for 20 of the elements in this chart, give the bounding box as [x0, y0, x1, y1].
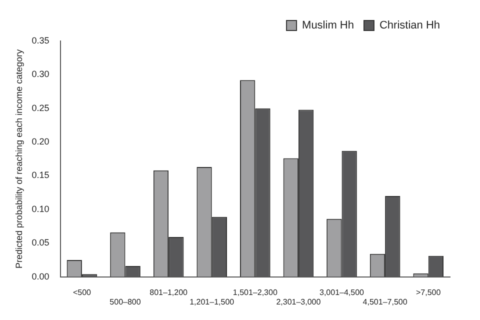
x-tick-label: 1,501–2,300: [232, 288, 278, 297]
y-axis-title: Predicted probability of reaching each income category: [14, 48, 24, 268]
legend-label: Muslim Hh: [302, 20, 354, 32]
legend-label: Christian Hh: [379, 20, 440, 32]
y-tick-label: 0.35: [32, 35, 50, 46]
x-tick-label: >7,500: [416, 288, 442, 297]
x-tick-label: 3,001–4,500: [320, 288, 365, 297]
x-tick-label: 500–800: [110, 297, 142, 306]
y-tick-label: 0.10: [32, 204, 50, 214]
x-tick-label: 4,501–7,500: [362, 297, 408, 306]
y-tick-label: 0.05: [32, 238, 50, 248]
x-tick-label: 801–1,200: [150, 288, 188, 297]
y-tick-label: 0.00: [32, 271, 50, 282]
x-tick-label: 1,201–1,500: [190, 297, 235, 306]
y-tick-label: 0.25: [32, 102, 50, 113]
x-tick-label: <500: [72, 288, 92, 297]
y-tick-label: 0.20: [32, 136, 50, 147]
y-tick-label: 0.30: [32, 69, 50, 80]
y-tick-label: 0.15: [32, 170, 50, 180]
x-tick-label: 2,301–3,000: [276, 297, 322, 306]
